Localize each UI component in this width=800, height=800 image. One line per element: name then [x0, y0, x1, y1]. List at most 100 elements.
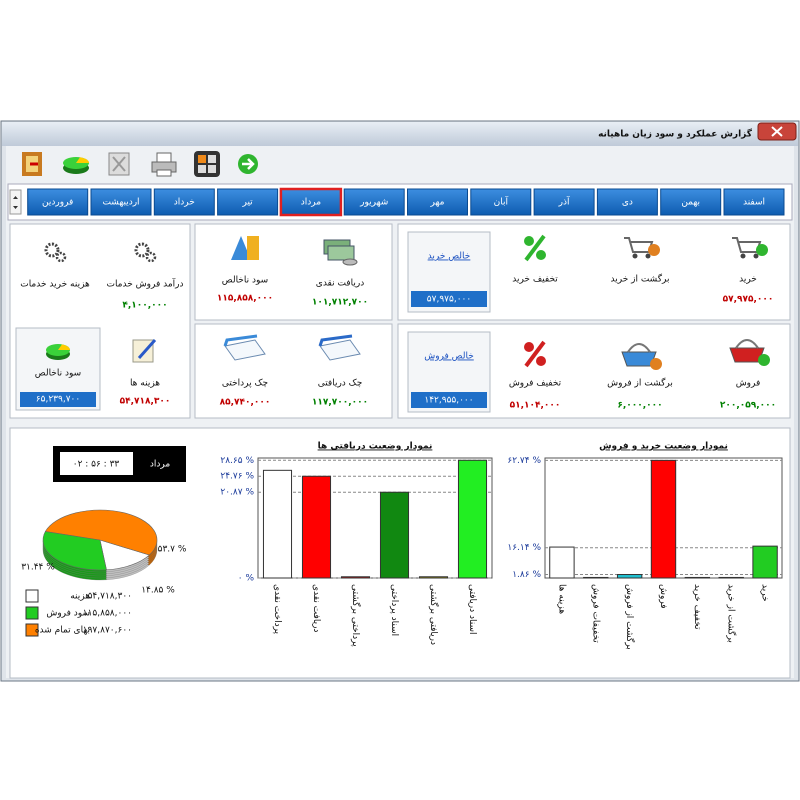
card-label: فروش	[736, 379, 761, 389]
tab-spinner[interactable]	[9, 189, 22, 215]
x-tick-label: هزینه ها	[556, 584, 566, 614]
card-value: ۸۵,۷۴۰,۰۰۰	[220, 398, 271, 408]
card-value-box	[20, 392, 96, 407]
net-link[interactable]: خالص فروش	[424, 352, 474, 362]
x-tick-label: تخفیف خرید	[692, 584, 702, 630]
month-tab[interactable]	[723, 188, 785, 216]
title-bar	[2, 122, 798, 146]
y-tick-label: ۲۸.۶۵ %	[220, 456, 254, 466]
pie-slice	[99, 539, 150, 571]
icon-part	[756, 244, 768, 256]
x-tick-label: دریافت نقدی	[311, 584, 321, 632]
month-tab-label[interactable]: خرداد	[174, 198, 195, 208]
month-tab[interactable]	[279, 187, 343, 217]
calculator-button[interactable]	[194, 151, 220, 177]
month-tab-label[interactable]: آذر	[558, 196, 570, 208]
month-tab[interactable]	[470, 188, 532, 216]
net-value: ۱۴۲,۹۵۵,۰۰۰	[424, 396, 473, 406]
month-tab[interactable]	[90, 188, 152, 216]
month-tab-label[interactable]: شهریور	[359, 198, 388, 208]
window-title: گزارش عملکرد و سود زیان ماهیانه	[598, 128, 753, 140]
print-button[interactable]	[151, 152, 177, 177]
month-tab[interactable]	[596, 188, 658, 216]
card-icon	[524, 234, 546, 262]
card-value: ۵۷,۹۷۵,۰۰۰	[723, 295, 774, 305]
card-icon	[132, 339, 157, 363]
month-tab-label[interactable]: آبان	[494, 196, 509, 208]
bar	[752, 545, 778, 579]
legend-label: سود فروش	[46, 609, 90, 619]
month-tab[interactable]	[217, 188, 279, 216]
icon-part	[247, 236, 259, 260]
y-tick-label: ۲۰.۸۷ %	[220, 488, 254, 498]
card-label: برگشت از فروش	[607, 377, 673, 389]
card-icon	[729, 339, 770, 366]
icon-part	[55, 251, 67, 263]
month-tab[interactable]	[153, 188, 215, 216]
clock-face	[60, 452, 133, 475]
card-value: ۱۱۷,۷۰۰,۰۰۰	[312, 398, 368, 408]
close-icon	[771, 126, 783, 137]
month-tab-label[interactable]: مرداد	[301, 198, 321, 208]
x-tick-label: اسناد دریافتی	[467, 584, 477, 635]
month-tab-label[interactable]: فروردین	[42, 198, 73, 208]
card-icon	[318, 334, 361, 361]
icon-part	[524, 342, 534, 352]
icon-part	[624, 237, 654, 253]
bar	[379, 491, 410, 579]
card-value: ۵۴,۷۱۸,۳۰۰	[120, 397, 171, 407]
card-value: ۴,۱۰۰,۰۰۰	[122, 301, 167, 311]
month-tab[interactable]	[27, 188, 89, 216]
card-value: ۶,۰۰۰,۰۰۰	[617, 401, 662, 411]
icon-part	[318, 334, 353, 347]
net-link[interactable]: خالص خرید	[428, 252, 471, 262]
legend-value: ۱۱۵,۸۵۸,۰۰۰	[83, 609, 132, 619]
exit-button[interactable]	[22, 152, 42, 176]
pie-label: ۱۴.۸۵ %	[141, 586, 175, 596]
legend-swatch	[25, 589, 39, 603]
next-button[interactable]	[238, 154, 258, 174]
month-tab[interactable]	[343, 188, 405, 216]
bar	[340, 576, 371, 579]
x-tick-label: پرداخت نقدی	[272, 584, 282, 635]
x-tick-label: برگشت از فروش	[624, 584, 636, 650]
month-tab-label[interactable]: بهمن	[681, 198, 700, 208]
card-icon	[624, 237, 660, 259]
month-tab-label[interactable]: دی	[622, 198, 633, 208]
bar	[583, 576, 609, 579]
bar	[457, 459, 488, 579]
icon-part	[735, 339, 759, 349]
card-label: تخفیف خرید	[512, 275, 558, 285]
y-tick-label: ۲۴.۷۶ %	[220, 472, 254, 482]
icon-part	[732, 237, 762, 253]
month-tab[interactable]	[407, 188, 468, 216]
icon-part	[645, 253, 651, 259]
icon-part	[342, 258, 358, 266]
card-label: هزینه ها	[130, 379, 160, 389]
card-icon	[524, 340, 546, 368]
icon-part	[632, 253, 638, 259]
month-tab[interactable]	[533, 188, 595, 216]
plot-frame	[257, 457, 493, 579]
icon-part	[327, 245, 355, 261]
card-label: دریافت نقدی	[316, 279, 364, 289]
icon-part	[44, 242, 60, 258]
x-tick-label: اسناد پرداختی	[389, 584, 399, 636]
excel-button[interactable]	[108, 152, 130, 176]
month-tab-label[interactable]: اسفند	[743, 198, 765, 208]
icon-part	[524, 234, 546, 262]
legend-label: بهای تمام شده	[35, 626, 90, 636]
bar	[301, 475, 332, 579]
legend-swatch	[25, 606, 39, 620]
x-tick-label: خرید	[760, 584, 770, 602]
card-icon	[732, 237, 768, 259]
clock-time: ۰۲ : ۵۶ : ۳۳	[73, 460, 120, 470]
month-tab-label[interactable]: مهر	[430, 198, 445, 208]
chart-button[interactable]	[63, 157, 90, 174]
icon-part	[224, 339, 266, 361]
month-tab-label[interactable]: اردیبهشت	[102, 198, 139, 208]
month-tab-label[interactable]: تیر	[242, 198, 254, 208]
card-icon	[323, 239, 358, 266]
month-tab[interactable]	[660, 188, 722, 216]
card-label: سود ناخالص	[35, 369, 81, 379]
